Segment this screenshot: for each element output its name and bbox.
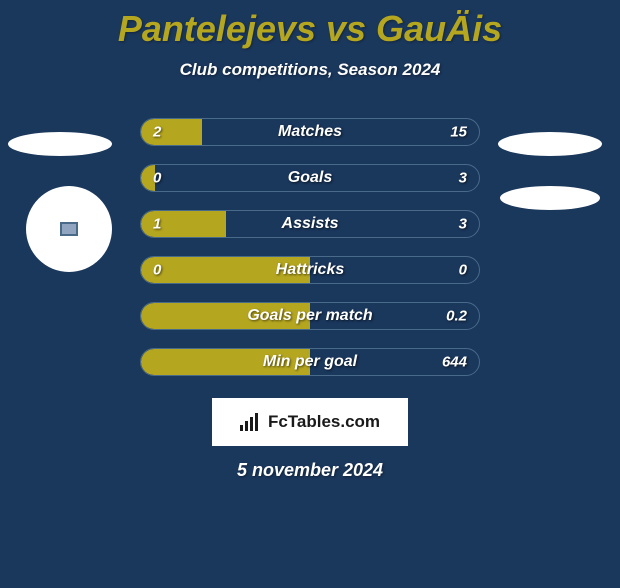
stat-row-goals: 0 Goals 3 — [140, 164, 480, 192]
stat-label: Assists — [282, 215, 339, 233]
stat-value-left: 1 — [153, 216, 161, 233]
stat-value-right: 0.2 — [446, 308, 467, 325]
stat-row-gpm: Goals per match 0.2 — [140, 302, 480, 330]
stat-label: Goals — [288, 169, 332, 187]
stat-row-assists: 1 Assists 3 — [140, 210, 480, 238]
stat-value-left: 0 — [153, 170, 161, 187]
decor-ellipse-3 — [500, 186, 600, 210]
stat-row-mpg: Min per goal 644 — [140, 348, 480, 376]
footer-date: 5 november 2024 — [0, 460, 620, 481]
page-title: Pantelejevs vs GauÄis — [0, 8, 620, 50]
stat-fill-left — [141, 119, 202, 145]
decor-ellipse-2 — [498, 132, 602, 156]
decor-ellipse-1 — [8, 132, 112, 156]
badge-icon — [60, 222, 78, 236]
stat-label: Min per goal — [263, 353, 357, 371]
stat-value-right: 644 — [442, 354, 467, 371]
stat-value-right: 0 — [459, 262, 467, 279]
team-badge — [26, 186, 112, 272]
stat-label: Goals per match — [247, 307, 372, 325]
stat-label: Matches — [278, 123, 342, 141]
stat-value-right: 3 — [459, 216, 467, 233]
bars-icon — [240, 413, 262, 431]
stat-label: Hattricks — [276, 261, 344, 279]
stat-value-right: 3 — [459, 170, 467, 187]
stat-value-left: 2 — [153, 124, 161, 141]
footer-logo: FcTables.com — [212, 398, 408, 446]
stat-row-matches: 2 Matches 15 — [140, 118, 480, 146]
stat-value-left: 0 — [153, 262, 161, 279]
stat-value-right: 15 — [450, 124, 467, 141]
stat-row-hattricks: 0 Hattricks 0 — [140, 256, 480, 284]
footer-logo-text: FcTables.com — [268, 412, 380, 432]
page-subtitle: Club competitions, Season 2024 — [0, 60, 620, 80]
